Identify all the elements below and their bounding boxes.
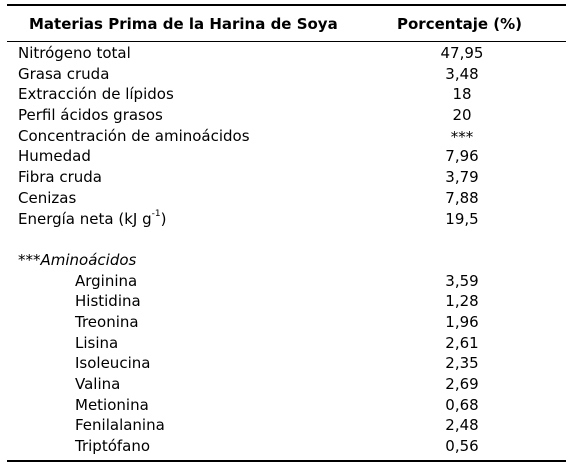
row-value: 7,88 — [445, 188, 479, 207]
row-name: Fibra cruda — [18, 168, 102, 187]
row-name: Lisina — [75, 333, 119, 352]
table-bottom-rule — [7, 460, 566, 462]
table-row: Metionina 0,68 — [7, 395, 566, 416]
table-row: Lisina 2,61 — [7, 333, 566, 354]
row-value: 1,28 — [445, 292, 479, 311]
energy-unit-exponent: -1 — [151, 208, 161, 219]
table-row: Triptófano 0,56 — [7, 436, 566, 457]
row-value: 2,61 — [445, 333, 479, 352]
row-name: Histidina — [75, 292, 141, 311]
row-name: Metionina — [75, 395, 149, 414]
row-name: Energía neta (kJ g-1) — [18, 209, 166, 230]
section-heading-amino-acids: ***Aminoácidos — [7, 250, 566, 271]
row-value: 1,96 — [445, 312, 479, 331]
row-value: 18 — [452, 85, 472, 104]
row-value: 3,79 — [445, 168, 479, 187]
row-value: 2,35 — [445, 354, 479, 373]
energy-name-prefix: Energía neta (kJ g — [18, 209, 152, 228]
row-name: Concentración de aminoácidos — [18, 126, 250, 145]
table-row: Treonina 1,96 — [7, 312, 566, 333]
row-name: Treonina — [75, 312, 139, 331]
table-row: Isoleucina 2,35 — [7, 353, 566, 374]
row-name: Grasa cruda — [18, 64, 110, 83]
table-row: Perfil ácidos grasos 20 — [7, 105, 566, 126]
table-spacer — [7, 229, 566, 250]
row-value: 20 — [452, 106, 472, 125]
table-row: Valina 2,69 — [7, 374, 566, 395]
row-value: *** — [450, 127, 474, 146]
row-value: 0,56 — [445, 437, 479, 456]
row-value: 3,59 — [445, 271, 479, 290]
table-row: Nitrógeno total 47,95 — [7, 43, 566, 64]
table-top-rule — [7, 4, 566, 6]
composition-table: Materias Prima de la Harina de Soya Porc… — [7, 4, 566, 462]
row-name: Valina — [75, 375, 121, 393]
table-row: Concentración de aminoácidos *** — [7, 126, 566, 147]
table-row: Fenilalanina 2,48 — [7, 415, 566, 436]
table-row: Extracción de lípidos 18 — [7, 84, 566, 105]
table-row: Grasa cruda 3,48 — [7, 64, 566, 85]
row-name: Nitrógeno total — [18, 44, 131, 62]
row-value: 47,95 — [440, 44, 484, 62]
energy-name-suffix: ) — [160, 209, 167, 228]
table-row: Histidina 1,28 — [7, 291, 566, 312]
row-value: 19,5 — [445, 209, 479, 228]
row-name: Triptófano — [75, 437, 151, 456]
row-name: Perfil ácidos grasos — [18, 106, 163, 125]
header-percentage: Porcentaje (%) — [397, 15, 523, 33]
row-name: Arginina — [75, 271, 138, 290]
table-row: Arginina 3,59 — [7, 271, 566, 292]
header-raw-material: Materias Prima de la Harina de Soya — [29, 15, 338, 33]
row-name: Cenizas — [18, 188, 77, 207]
row-name: Isoleucina — [75, 354, 151, 373]
table-row: Humedad 7,96 — [7, 146, 566, 167]
row-name: Extracción de lípidos — [18, 85, 174, 104]
row-value: 0,68 — [445, 395, 479, 414]
table-header: Materias Prima de la Harina de Soya Porc… — [7, 6, 566, 41]
table-row-energy: Energía neta (kJ g-1) 19,5 — [7, 209, 566, 230]
row-value: 2,48 — [445, 416, 479, 435]
table-header-rule — [7, 41, 566, 42]
table-row: Cenizas 7,88 — [7, 188, 566, 209]
row-name: Humedad — [18, 147, 91, 166]
row-value: 3,48 — [445, 64, 479, 83]
table-row: Fibra cruda 3,79 — [7, 167, 566, 188]
row-value: 7,96 — [445, 147, 479, 166]
row-name: Fenilalanina — [75, 416, 165, 435]
table-body: Nitrógeno total 47,95 Grasa cruda 3,48 E… — [7, 43, 566, 457]
section-label: ***Aminoácidos — [18, 250, 137, 269]
row-value: 2,69 — [445, 375, 479, 393]
